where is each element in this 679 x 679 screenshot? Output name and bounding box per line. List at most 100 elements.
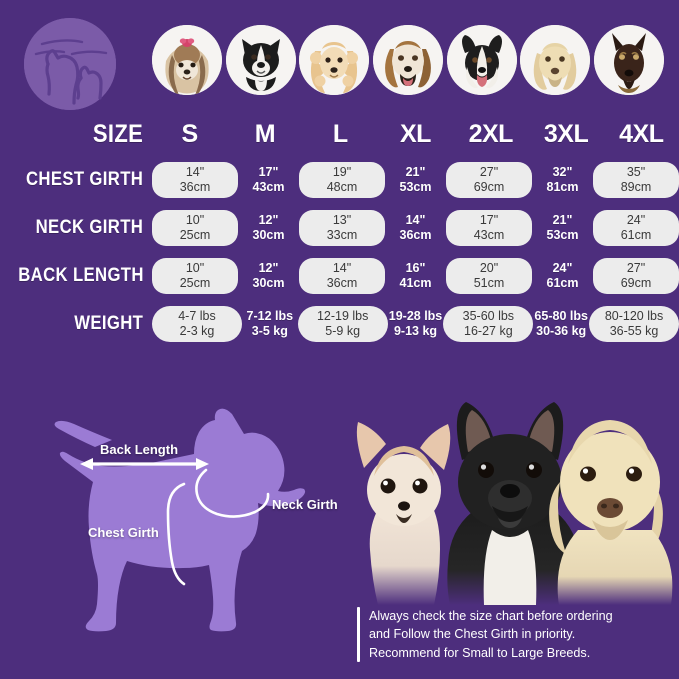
size-header-l: L: [303, 120, 378, 149]
measure-value: 10" 25cm: [152, 258, 238, 294]
measure-value: 17" 43cm: [446, 210, 532, 246]
row-label: WEIGHT: [74, 313, 144, 334]
measure-value: 21" 53cm: [399, 165, 432, 194]
table-row-neck-girth: NECK GIRTH 10" 25cm 12" 30cm 13" 33cm 14" 36…: [0, 204, 679, 252]
table-cell: 65-80 lbs 30-36 kg: [533, 309, 589, 339]
breed-avatar-boston-terrier: [225, 25, 296, 95]
measure-value: 24" 61cm: [593, 210, 679, 246]
table-cell: 21" 53cm: [532, 213, 593, 243]
breed-avatar-cocker-spaniel: [299, 25, 370, 95]
size-header-label: 3XL: [543, 119, 589, 148]
table-cell: 12-19 lbs 5-9 kg: [297, 306, 388, 342]
size-header-xl: XL: [378, 120, 453, 149]
table-header-row: SIZE S M L XL 2XL 3XL 4XL: [0, 112, 679, 156]
size-table: SIZE S M L XL 2XL 3XL 4XL CHEST GIRTH 14…: [0, 112, 679, 348]
size-header-label: M: [254, 119, 276, 148]
measure-value: 10" 25cm: [152, 210, 238, 246]
measure-value: 7-12 lbs 3-5 kg: [246, 309, 294, 338]
dog-photo-trio: [352, 390, 679, 605]
measure-value: 12" 30cm: [252, 261, 285, 290]
dog-cat-logo-icon: [24, 18, 116, 110]
table-cell: 24" 61cm: [593, 210, 679, 246]
measure-value: 12-19 lbs 5-9 kg: [297, 306, 388, 342]
size-header-s: S: [152, 120, 227, 149]
table-cell: 27" 69cm: [593, 258, 679, 294]
table-cell: 27" 69cm: [446, 162, 532, 198]
table-cell: 24" 61cm: [532, 261, 593, 291]
table-cell: 12" 30cm: [238, 213, 299, 243]
photo-french-bulldog: [447, 402, 581, 605]
table-cell: 7-12 lbs 3-5 kg: [242, 309, 298, 339]
measure-value: 19-28 lbs 9-13 kg: [388, 309, 443, 338]
measure-value: 32" 81cm: [546, 165, 579, 194]
sizing-note: Always check the size chart before order…: [357, 607, 613, 662]
table-cell: 19" 48cm: [299, 162, 385, 198]
table-cell: 10" 25cm: [152, 258, 238, 294]
table-cell: 35" 89cm: [593, 162, 679, 198]
table-row-chest-girth: CHEST GIRTH 14" 36cm 17" 43cm 19" 48cm 21" 5…: [0, 156, 679, 204]
note-line-2: and Follow the Chest Girth in priority.: [369, 627, 576, 642]
table-row-weight: WEIGHT 4-7 lbs 2-3 kg 7-12 lbs 3-5 kg 12-1…: [0, 300, 679, 348]
measure-value: 17" 43cm: [252, 165, 285, 194]
breed-avatar-border-collie: [446, 25, 517, 95]
note-line-3: Recommend for Small to Large Breeds.: [369, 645, 591, 660]
table-cell: 10" 25cm: [152, 210, 238, 246]
size-header-2xl: 2XL: [453, 120, 528, 149]
table-cell: 4-7 lbs 2-3 kg: [152, 306, 242, 342]
note-accent-bar: [357, 607, 360, 662]
table-cell: 35-60 lbs 16-27 kg: [443, 306, 534, 342]
table-cell: 19-28 lbs 9-13 kg: [388, 309, 444, 339]
table-cell: 20" 51cm: [446, 258, 532, 294]
dog-measurement-diagram: Back Length Neck Girth Chest Girth: [0, 392, 352, 679]
row-label: CHEST GIRTH: [25, 169, 144, 190]
size-header-label: 2XL: [468, 119, 514, 148]
neck-girth-label: Neck Girth: [272, 497, 338, 512]
photo-chihuahua: [356, 422, 451, 605]
table-cell: 17" 43cm: [238, 165, 299, 195]
measure-value: 20" 51cm: [446, 258, 532, 294]
measure-value: 13" 33cm: [299, 210, 385, 246]
table-cell: 12" 30cm: [238, 261, 299, 291]
row-label: BACK LENGTH: [18, 265, 144, 286]
size-header-label: S: [181, 119, 199, 148]
table-cell: 32" 81cm: [532, 165, 593, 195]
table-cell: 13" 33cm: [299, 210, 385, 246]
size-header-label: XL: [400, 119, 431, 148]
measure-value: 65-80 lbs 30-36 kg: [534, 309, 588, 338]
measure-value: 35" 89cm: [593, 162, 679, 198]
table-cell: 14" 36cm: [152, 162, 238, 198]
measure-value: 21" 53cm: [546, 213, 579, 242]
note-text: Always check the size chart before order…: [369, 607, 613, 662]
table-cell: 21" 53cm: [385, 165, 446, 195]
table-cell: 16" 41cm: [385, 261, 446, 291]
table-cell: 17" 43cm: [446, 210, 532, 246]
measure-value: 4-7 lbs 2-3 kg: [152, 306, 242, 342]
measure-value: 24" 61cm: [546, 261, 579, 290]
breed-avatar-labrador: [520, 25, 591, 95]
breed-avatar-strip: [152, 20, 664, 100]
back-length-label: Back Length: [100, 442, 179, 457]
size-header-4xl: 4XL: [604, 120, 679, 149]
measure-value: 19" 48cm: [299, 162, 385, 198]
chest-girth-label: Chest Girth: [88, 525, 159, 540]
row-label: NECK GIRTH: [35, 217, 144, 238]
breed-avatar-shih-tzu: [152, 25, 222, 95]
breed-avatar-doberman: [593, 25, 664, 95]
size-header-label: L: [332, 119, 348, 148]
measure-value: 14" 36cm: [399, 213, 432, 242]
size-header-label: 4XL: [619, 119, 664, 148]
table-row-back-length: BACK LENGTH 10" 25cm 12" 30cm 14" 36cm 16" 4…: [0, 252, 679, 300]
measure-value: 14" 36cm: [299, 258, 385, 294]
size-header-m: M: [227, 120, 302, 149]
measure-value: 27" 69cm: [446, 162, 532, 198]
measure-value: 14" 36cm: [152, 162, 238, 198]
measure-value: 35-60 lbs 16-27 kg: [443, 306, 534, 342]
measure-value: 12" 30cm: [252, 213, 285, 242]
table-cell: 14" 36cm: [299, 258, 385, 294]
note-line-1: Always check the size chart before order…: [369, 609, 613, 623]
measure-value: 80-120 lbs 36-55 kg: [589, 306, 679, 342]
table-cell: 14" 36cm: [385, 213, 446, 243]
size-header-3xl: 3XL: [528, 120, 603, 149]
measure-value: 16" 41cm: [399, 261, 432, 290]
